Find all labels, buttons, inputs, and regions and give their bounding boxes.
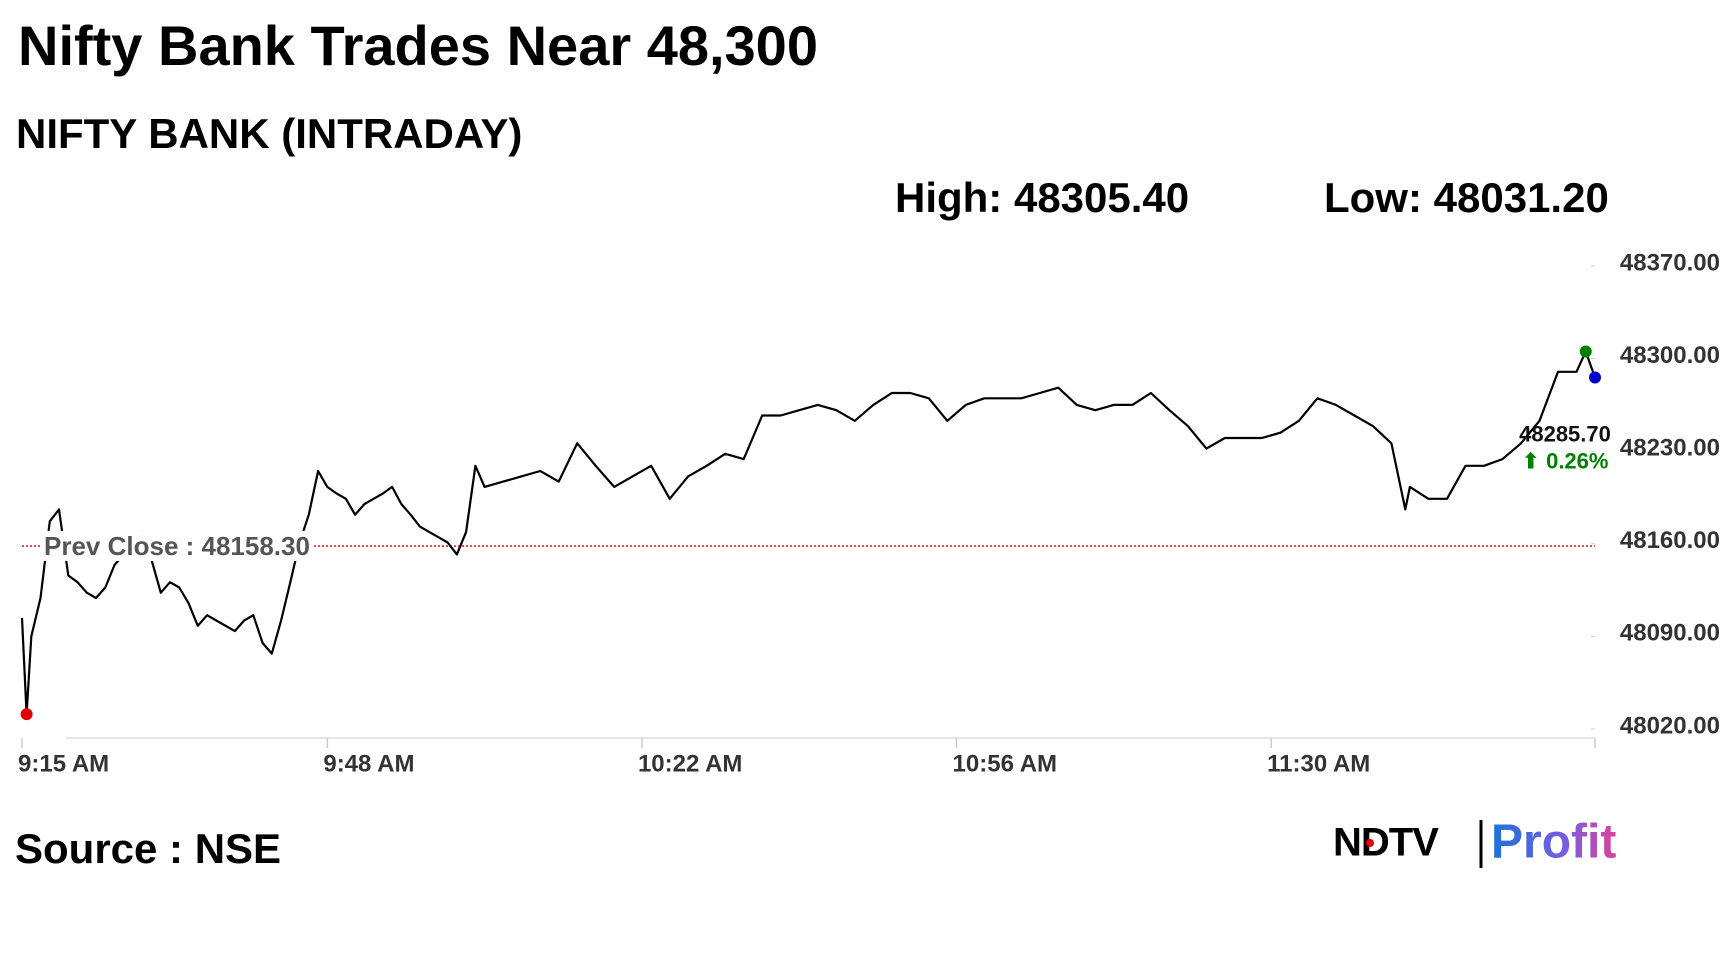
x-tick-label: 10:22 AM (638, 750, 742, 777)
source: Source : NSE (15, 825, 281, 872)
chart-subtitle: NIFTY BANK (INTRADAY) (16, 110, 522, 157)
y-tick-label: 48020.00 (1620, 712, 1720, 739)
change-label: ⬆ 0.26% (1522, 448, 1609, 473)
y-tick-label: 48370.00 (1620, 249, 1720, 276)
high-marker (1579, 345, 1592, 358)
x-tick-label: 9:15 AM (18, 750, 109, 777)
prev-close-label: Prev Close : 48158.30 (44, 531, 310, 561)
x-tick-label: 11:30 AM (1267, 750, 1370, 777)
y-tick-label: 48090.00 (1620, 620, 1720, 647)
x-tick-label: 10:56 AM (953, 750, 1057, 777)
y-tick-label: 48160.00 (1620, 527, 1720, 554)
logo-dot (1366, 839, 1374, 847)
low-marker (20, 708, 33, 721)
prev-close-label-bg (40, 530, 314, 561)
last-marker (1589, 371, 1601, 384)
price-line (20, 350, 1597, 716)
logo-right: Profit (1491, 816, 1616, 869)
logo-left: NDTV (1333, 821, 1439, 865)
chart-title: Nifty Bank Trades Near 48,300 (18, 14, 818, 77)
x-tick-label: 9:48 AM (323, 750, 414, 777)
y-tick-label: 48230.00 (1620, 435, 1720, 462)
high-label: High: 48305.40 (895, 174, 1189, 221)
y-tick-label: 48300.00 (1620, 342, 1720, 369)
low-label: Low: 48031.20 (1324, 174, 1609, 221)
last-value-label: 48285.70 (1519, 421, 1611, 446)
